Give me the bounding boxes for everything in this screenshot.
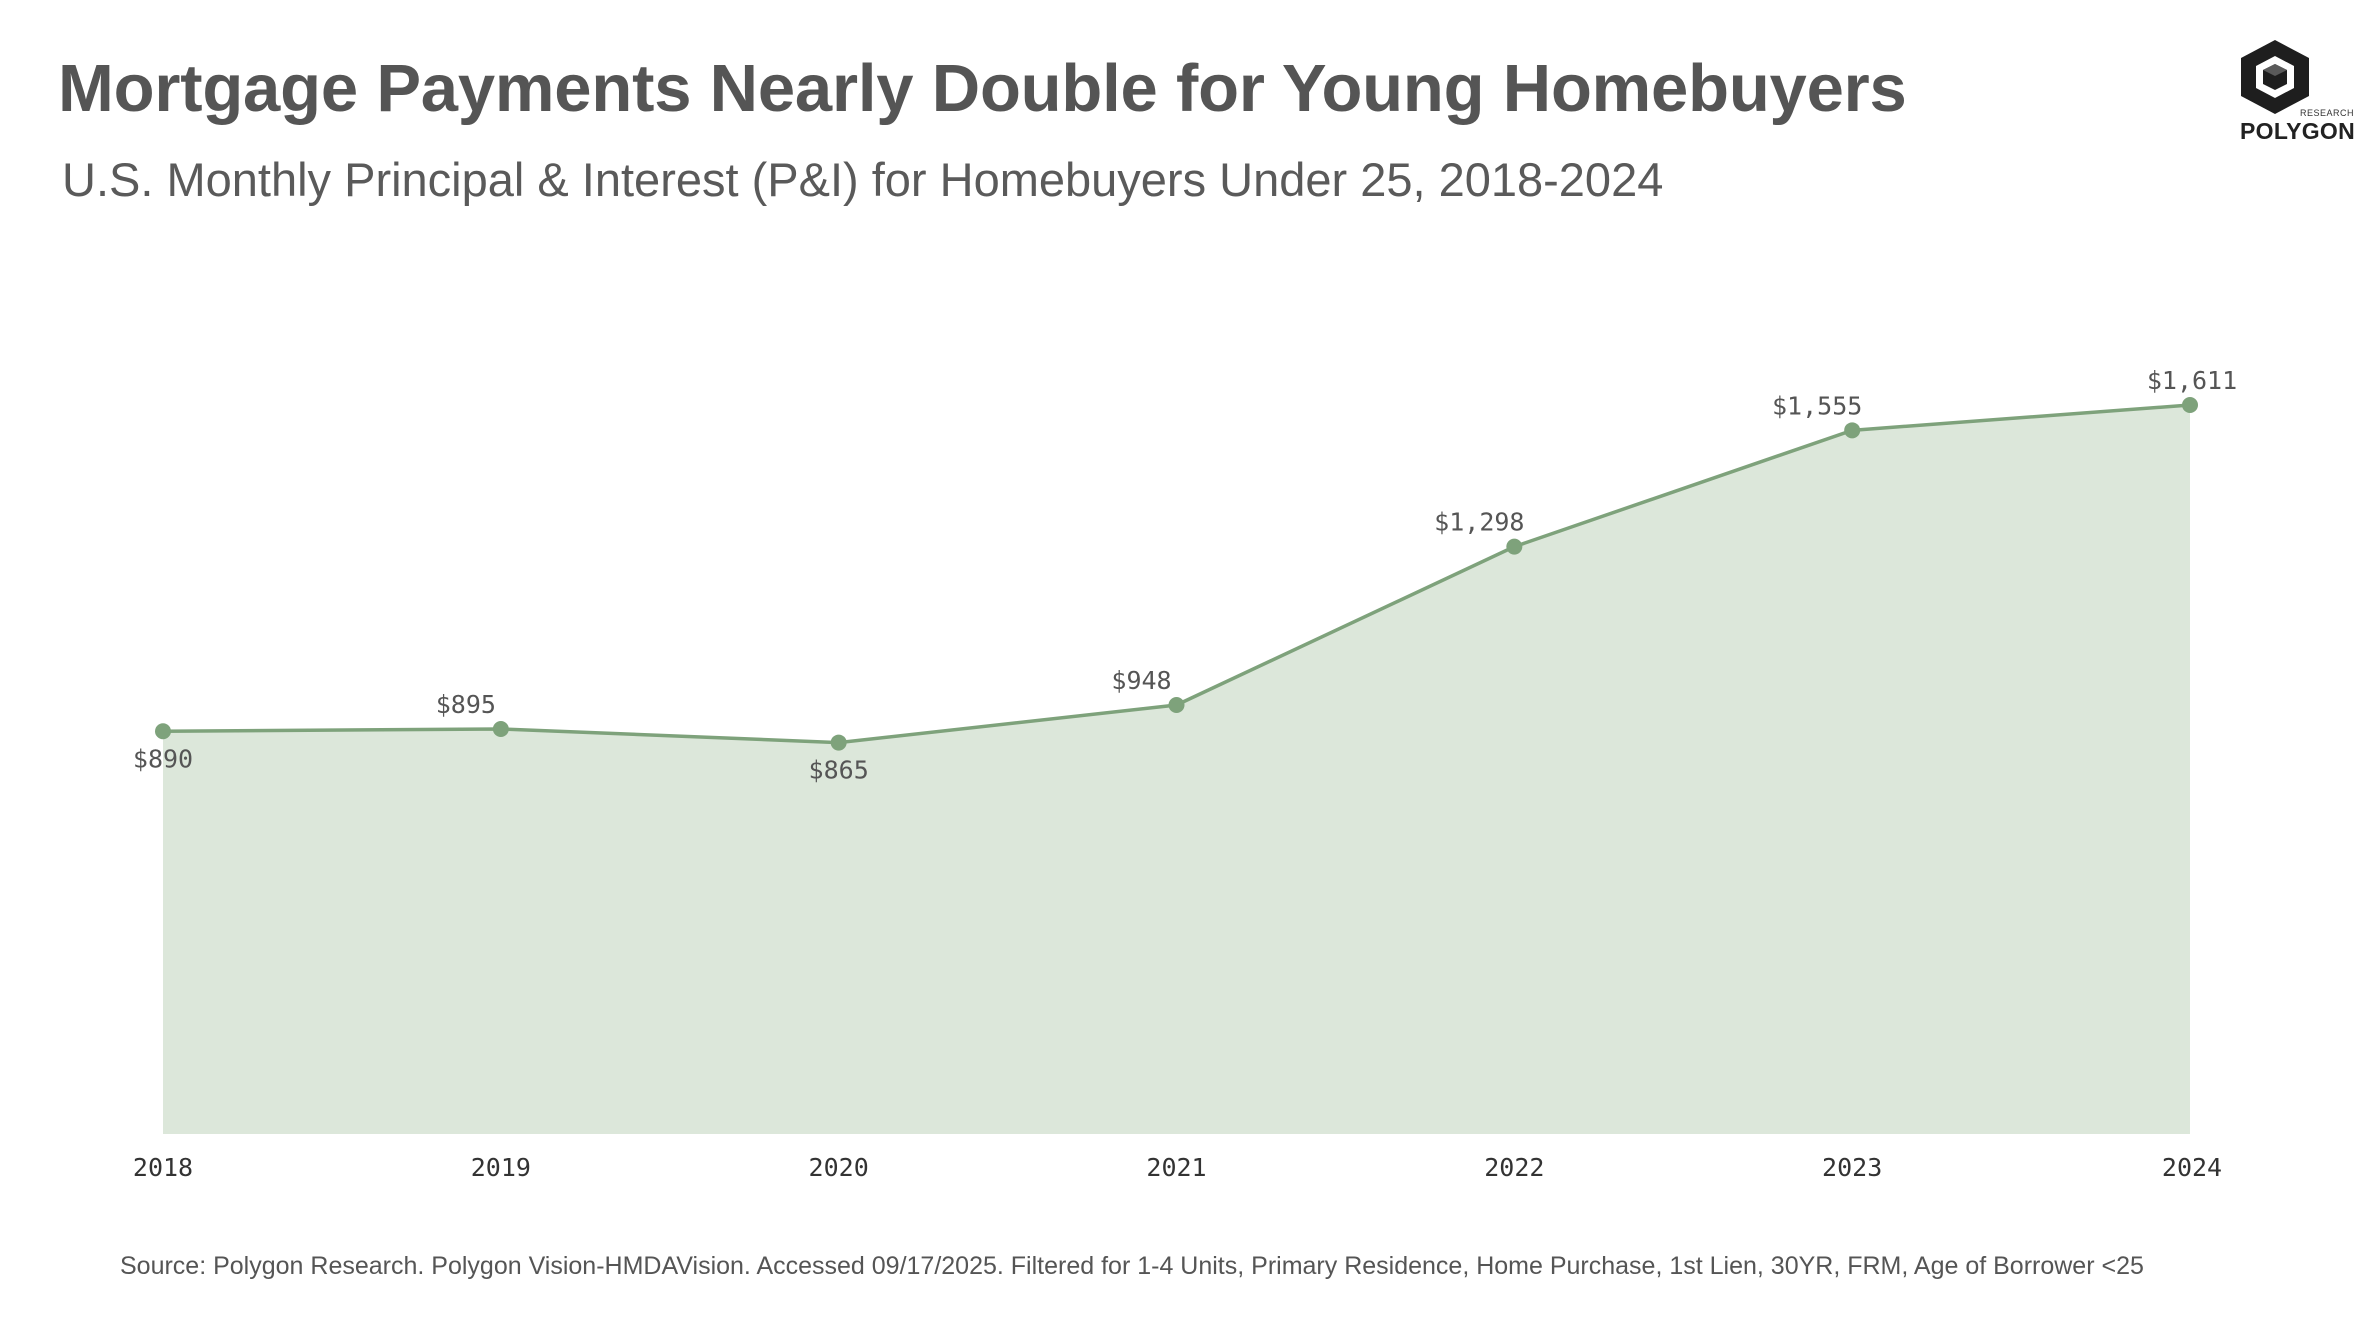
area-fill: [163, 405, 2190, 1134]
data-point-2023: [1844, 422, 1861, 439]
x-tick-label-2018: 2018: [133, 1153, 193, 1182]
logo-research-text: RESEARCH: [2300, 108, 2355, 118]
x-axis-ticks: 2018 2019 2020 2021 2022 2023 2024: [133, 1153, 2222, 1182]
data-points: [155, 397, 2198, 751]
data-label-2022: $1,298: [1434, 508, 1524, 537]
cube-logo-icon: [2241, 40, 2309, 114]
chart-subtitle: U.S. Monthly Principal & Interest (P&I) …: [62, 153, 1664, 206]
x-tick-label-2019: 2019: [471, 1153, 531, 1182]
data-labels: $890 $895 $865 $948 $1,298 $1,555 $1,611: [133, 366, 2237, 785]
data-label-2019: $895: [436, 690, 496, 719]
logo-name-text: POLYGON: [2240, 118, 2355, 144]
data-point-2022: [1506, 538, 1523, 555]
chart-title: Mortgage Payments Nearly Double for Youn…: [58, 51, 1907, 126]
data-point-2020: [830, 734, 847, 751]
polygon-logo: RESEARCH POLYGON: [2230, 36, 2356, 146]
x-tick-label-2020: 2020: [809, 1153, 869, 1182]
x-tick-label-2023: 2023: [1822, 1153, 1882, 1182]
x-tick-label-2022: 2022: [1484, 1153, 1544, 1182]
data-point-2021: [1168, 697, 1185, 714]
data-point-2018: [155, 723, 171, 740]
source-note: Source: Polygon Research. Polygon Vision…: [120, 1252, 2144, 1280]
data-label-2018: $890: [133, 744, 193, 773]
x-tick-label-2021: 2021: [1146, 1153, 1206, 1182]
data-label-2024: $1,611: [2147, 366, 2237, 395]
data-point-2024: [2182, 397, 2198, 413]
data-label-2021: $948: [1111, 666, 1171, 695]
data-label-2020: $865: [809, 756, 869, 785]
data-label-2023: $1,555: [1772, 391, 1862, 420]
x-tick-label-2024: 2024: [2162, 1153, 2222, 1182]
data-point-2019: [492, 721, 509, 737]
